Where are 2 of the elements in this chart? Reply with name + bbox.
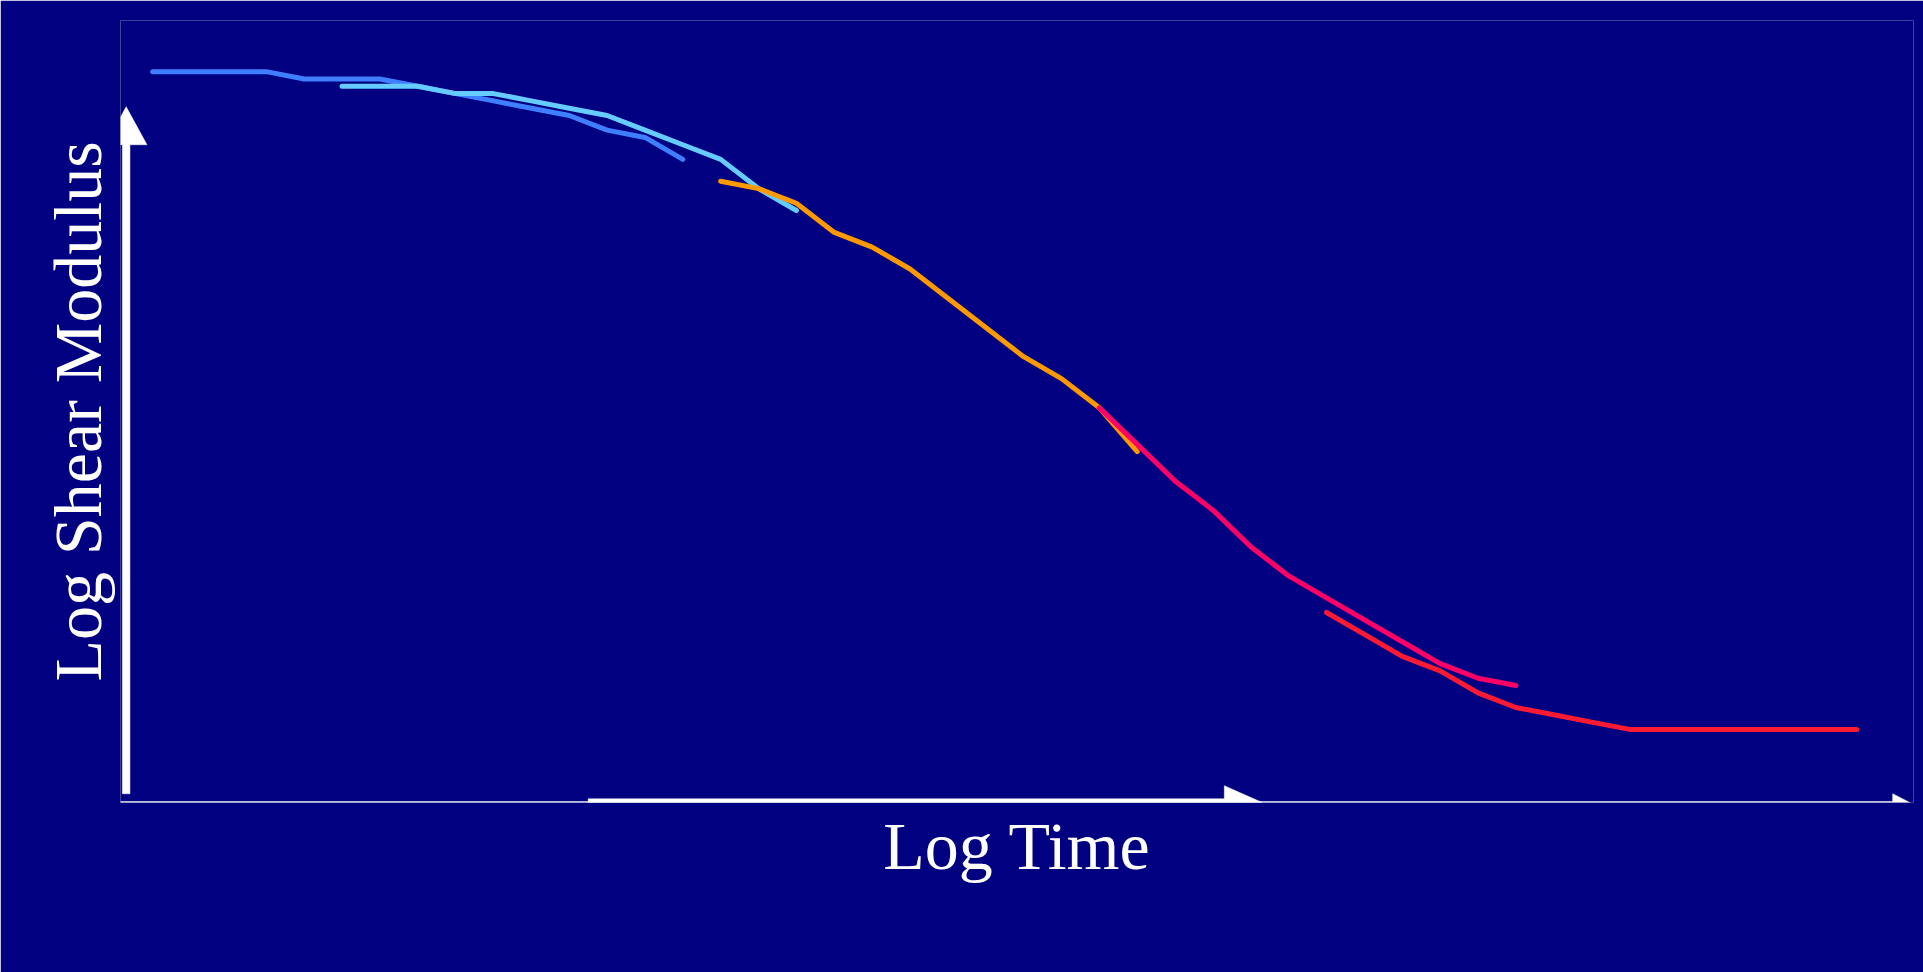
- x-axis-title: Log Time: [883, 807, 1150, 884]
- y-axis-title: Log Shear Modulus: [39, 141, 116, 682]
